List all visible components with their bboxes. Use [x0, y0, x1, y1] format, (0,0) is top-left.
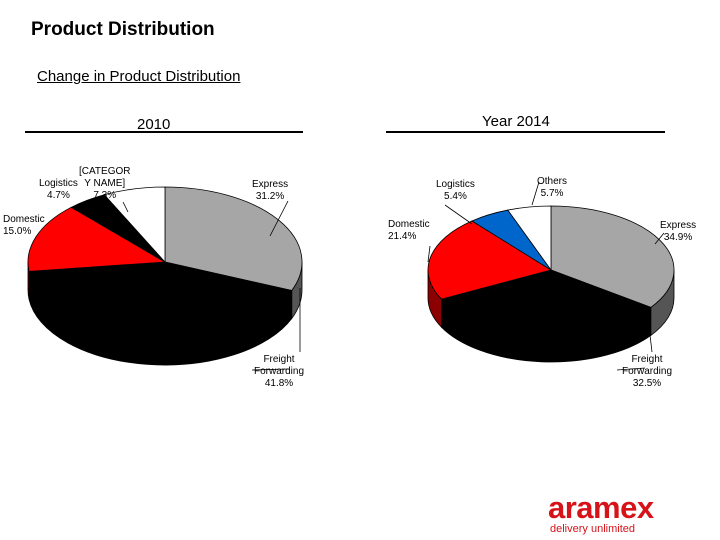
chart-2014-title: Year 2014: [482, 113, 550, 130]
pie-chart-2010: [27, 186, 303, 366]
label-2010-logistics: Logistics 4.7%: [39, 178, 78, 201]
slice-others: [507, 205, 552, 272]
label-2014-express: Express 34.9%: [660, 220, 697, 243]
label-2014-logistics: Logistics 5.4%: [436, 179, 475, 202]
slice-freight-forwarding: [440, 269, 652, 335]
label-2010-domestic: Domestic 15.0%: [3, 214, 45, 237]
slice-domestic: [27, 206, 167, 272]
leader-line: [427, 245, 431, 263]
label-2014-freight: Freight Forwarding 32.5%: [622, 354, 673, 389]
logo-wordmark: aramex: [548, 490, 654, 525]
leader-line: [616, 367, 646, 371]
slice-domestic: [427, 220, 552, 300]
leader-line: [85, 203, 96, 215]
leader-line: [444, 204, 473, 225]
chart-2010-title-rule: [25, 131, 303, 133]
pie-chart-2014: [427, 205, 675, 363]
label-2010-express: Express 31.2%: [252, 179, 289, 202]
slice-category-name: [103, 186, 166, 264]
label-2014-others: Others 5.7%: [537, 176, 568, 199]
leader-line: [269, 200, 289, 237]
chart-2010-title: 2010: [137, 116, 171, 133]
leader-line: [654, 232, 665, 245]
slice-freight-forwarding: [28, 261, 293, 338]
label-2010-freight: Freight Forwarding 41.8%: [254, 354, 305, 389]
leader-line: [122, 201, 129, 213]
logo-tagline: delivery unlimited: [550, 523, 635, 535]
aramex-logo: aramex delivery unlimited: [548, 490, 654, 535]
leader-line: [251, 368, 290, 371]
label-2010-category-name: [CATEGOR Y NAME] 7.3%: [79, 166, 131, 201]
label-2014-domestic: Domestic 21.4%: [388, 219, 430, 242]
page-title: Product Distribution: [31, 19, 215, 40]
chart-2014-title-rule: [386, 131, 665, 133]
leader-lines: [85, 181, 665, 371]
leader-line: [649, 334, 653, 353]
leader-line: [531, 181, 540, 206]
page-subtitle: Change in Product Distribution: [37, 68, 241, 85]
slice-express: [164, 186, 303, 291]
slice-express: [550, 205, 675, 308]
